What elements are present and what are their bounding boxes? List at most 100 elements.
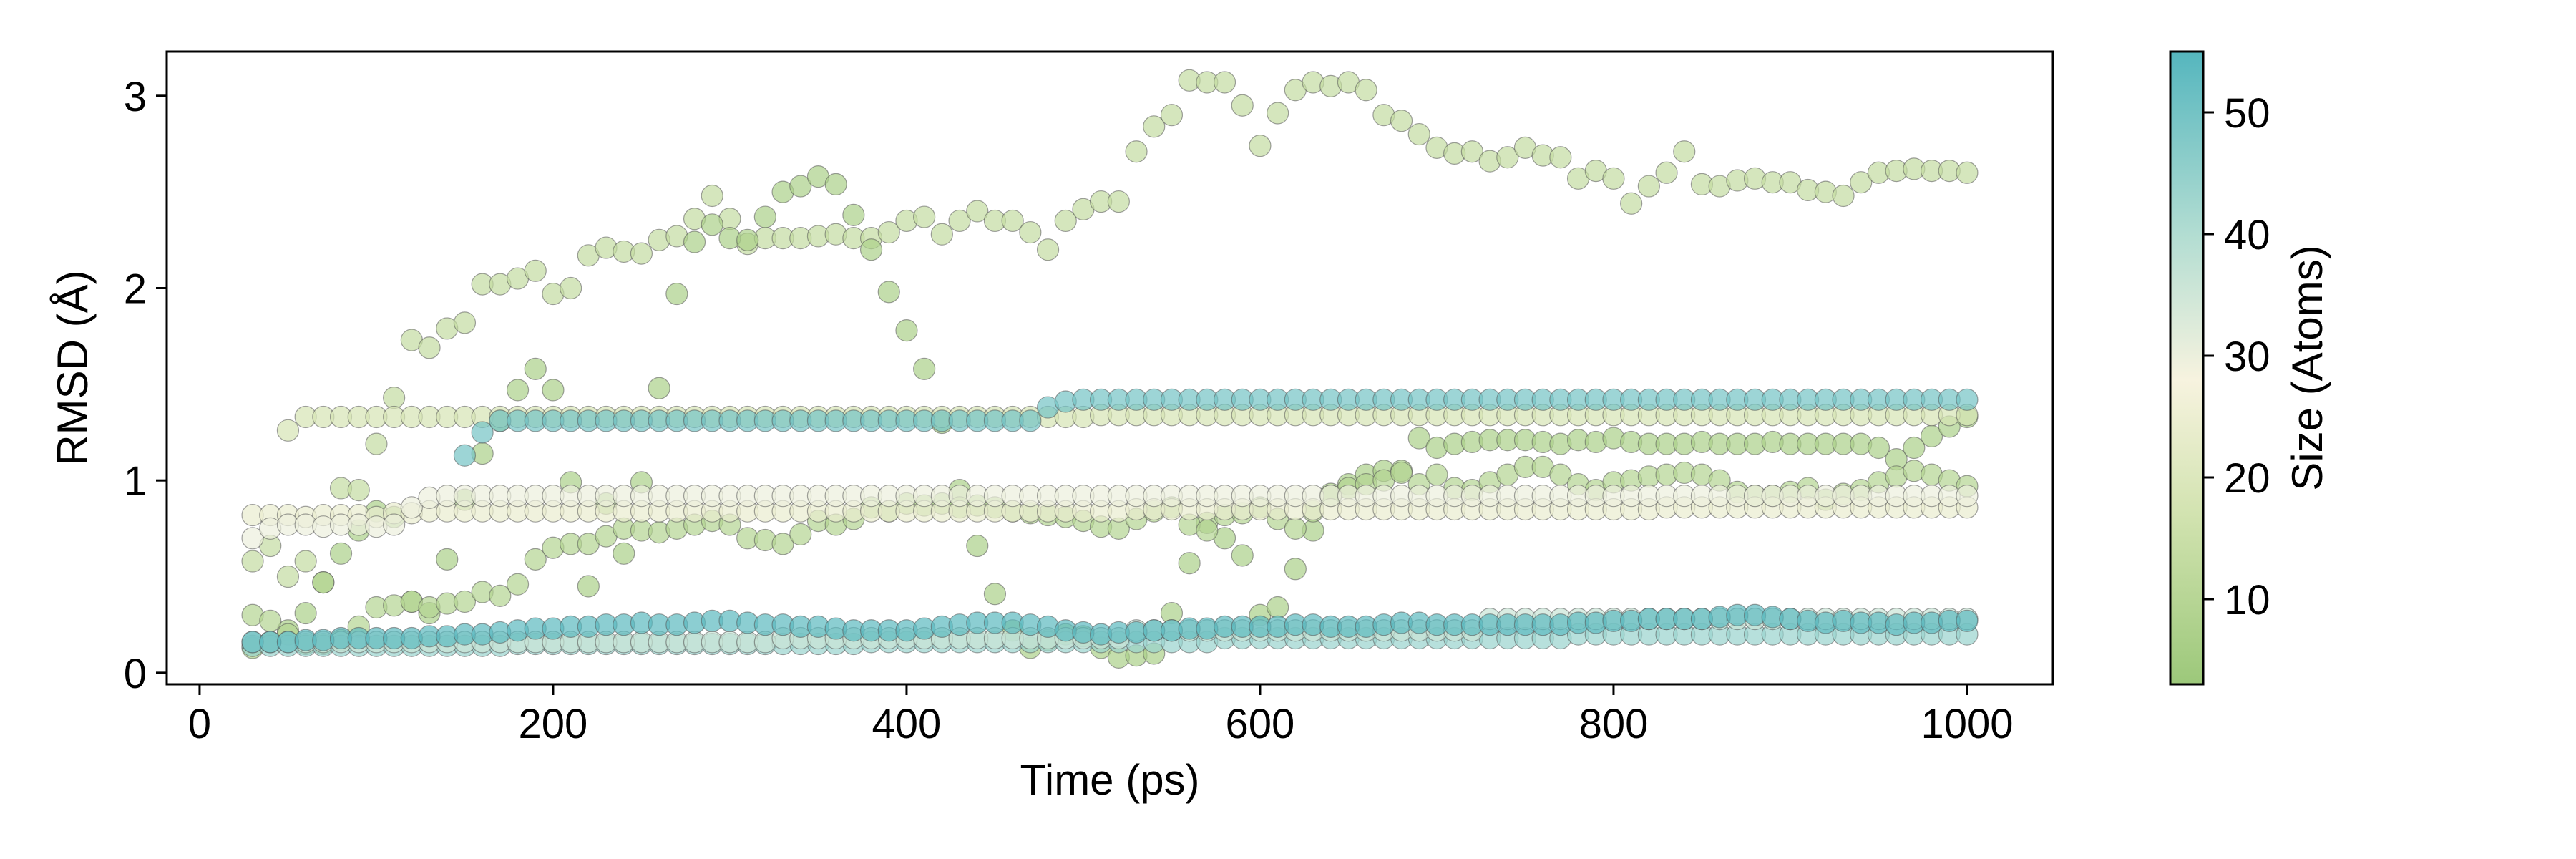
- data-point: [859, 238, 883, 261]
- data-point: [506, 379, 530, 402]
- colorbar-ticks: 10 20 30 40 50: [2203, 90, 2270, 623]
- data-point: [577, 575, 600, 598]
- data-point: [1267, 102, 1289, 125]
- data-point: [1637, 175, 1660, 198]
- colorbar-tick-label: 50: [2224, 90, 2270, 137]
- data-point: [983, 583, 1007, 606]
- data-point: [1956, 485, 1979, 508]
- data-point: [312, 571, 335, 594]
- data-point: [1036, 238, 1060, 261]
- x-axis-ticks: 0 200 400 600 800 1000: [188, 684, 2013, 747]
- data-point: [241, 527, 264, 550]
- data-point: [1054, 209, 1077, 233]
- data-point: [294, 550, 317, 573]
- x-tick-label: 0: [188, 701, 211, 747]
- data-point: [701, 184, 723, 208]
- x-tick-label: 600: [1226, 701, 1295, 747]
- y-tick-label: 1: [124, 458, 147, 505]
- data-point: [1231, 94, 1254, 117]
- data-point: [506, 573, 530, 596]
- data-point: [1407, 122, 1430, 146]
- y-tick-label: 3: [124, 74, 147, 120]
- data-point: [524, 259, 547, 282]
- data-point: [400, 496, 423, 519]
- data-point: [1284, 558, 1307, 581]
- data-point: [753, 205, 776, 228]
- x-axis-label: Time (ps): [1020, 756, 1199, 804]
- x-tick-label: 400: [872, 701, 942, 747]
- data-point: [365, 432, 388, 455]
- data-point: [913, 357, 936, 380]
- data-point: [453, 590, 477, 613]
- data-point: [1160, 104, 1184, 127]
- x-tick-label: 200: [519, 701, 588, 747]
- data-point: [1125, 140, 1148, 163]
- data-point: [1231, 544, 1254, 567]
- data-point: [453, 444, 477, 467]
- data-point: [489, 584, 512, 608]
- colorbar-tick-label: 20: [2224, 455, 2270, 502]
- data-point: [1956, 161, 1979, 184]
- data-point: [648, 377, 670, 399]
- data-point: [383, 387, 406, 409]
- colorbar-tick-label: 40: [2224, 212, 2270, 258]
- data-point: [1143, 115, 1166, 138]
- data-point: [1832, 184, 1855, 208]
- data-point: [1019, 409, 1042, 432]
- data-point: [842, 203, 865, 226]
- plot-frame: [165, 50, 2054, 686]
- data-point: [613, 542, 635, 565]
- data-point: [436, 548, 459, 571]
- data-point: [630, 242, 653, 265]
- y-tick-label: 0: [124, 651, 147, 697]
- data-point: [1602, 167, 1625, 190]
- data-point: [701, 213, 723, 236]
- data-point: [1196, 519, 1219, 542]
- data-point: [1407, 427, 1430, 450]
- colorbar-tick-label: 10: [2224, 577, 2270, 623]
- data-point: [1673, 140, 1696, 163]
- data-point: [736, 228, 759, 251]
- data-point: [276, 419, 300, 442]
- data-point: [418, 336, 441, 359]
- colorbar-label: Size (Atoms): [2283, 245, 2331, 490]
- data-point: [1903, 436, 1926, 460]
- data-point: [524, 357, 547, 380]
- data-point: [453, 311, 477, 334]
- data-point: [1213, 71, 1236, 94]
- data-point: [789, 523, 812, 546]
- data-point: [895, 319, 918, 342]
- y-tick-label: 2: [124, 266, 147, 312]
- data-point: [1249, 135, 1272, 157]
- data-point: [683, 230, 706, 253]
- data-point: [771, 533, 794, 555]
- data-point: [1390, 110, 1413, 132]
- y-axis-ticks: 0 1 2 3: [124, 74, 167, 697]
- data-point: [966, 534, 989, 558]
- data-point: [1956, 609, 1979, 632]
- x-tick-label: 1000: [1921, 701, 2013, 747]
- data-point: [329, 542, 353, 565]
- y-axis-label: RMSD (Å): [49, 270, 97, 465]
- data-point: [1956, 388, 1979, 411]
- data-point: [948, 209, 971, 233]
- data-point: [1496, 146, 1519, 169]
- data-points: [241, 69, 1979, 669]
- data-point: [913, 205, 936, 228]
- data-point: [824, 173, 847, 195]
- colorbar: [2169, 50, 2205, 686]
- data-point: [1850, 171, 1873, 194]
- data-point: [877, 220, 900, 244]
- data-point: [1284, 517, 1307, 540]
- data-point: [1001, 209, 1024, 233]
- colorbar-tick-label: 30: [2224, 334, 2270, 380]
- data-point: [1267, 596, 1289, 619]
- data-point: [524, 548, 547, 571]
- data-point: [560, 276, 582, 300]
- data-point: [1355, 79, 1377, 102]
- data-point: [1620, 192, 1643, 215]
- data-point: [1178, 552, 1201, 575]
- data-point: [877, 281, 900, 304]
- data-point: [1107, 190, 1130, 213]
